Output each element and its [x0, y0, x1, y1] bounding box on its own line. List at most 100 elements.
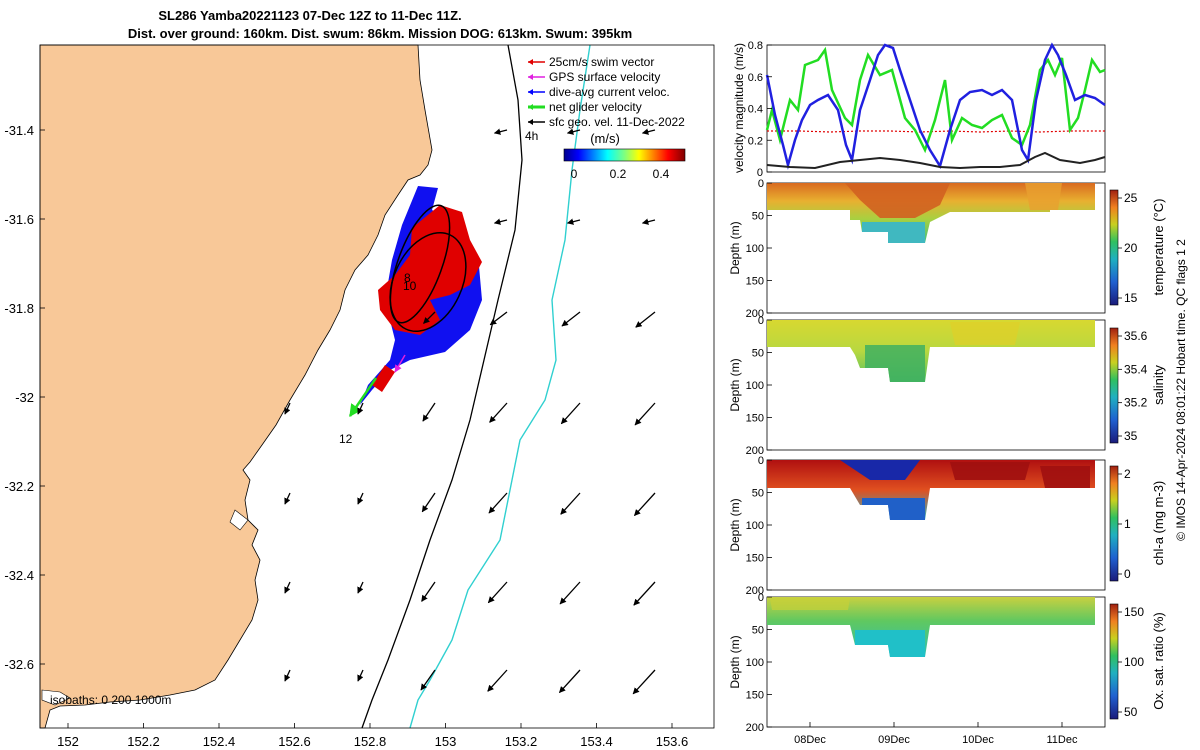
temperature-section — [766, 182, 1106, 314]
section-cbar-tick: 0 — [1124, 567, 1131, 581]
section-cbar-label: chl-a (mg m-3) — [1151, 481, 1166, 566]
section-cbar-tick: 35.2 — [1124, 396, 1148, 410]
time-tick: 10Dec — [962, 734, 994, 746]
map-axes: 152 152.2 152.4 152.6 152.8 153 153.2 153.4 153.… — [4, 123, 688, 749]
depth-tick: 200 — [746, 585, 764, 597]
section-cbar-tick: 15 — [1124, 291, 1138, 305]
depth-tick: 150 — [746, 413, 764, 425]
track-label: 4h — [525, 129, 538, 143]
chla-colorbar — [1109, 465, 1119, 582]
black-geostrophic-series — [766, 151, 1106, 170]
map-lon-tick: 152.6 — [278, 734, 311, 749]
legend-entry: 25cm/s swim vector — [549, 55, 654, 69]
depth-tick: 150 — [746, 553, 764, 565]
figure-title-line2: Dist. over ground: 160km. Dist. swum: 86… — [127, 26, 633, 41]
section-cbar-label: salinity — [1151, 365, 1166, 405]
isobaths-label: isobaths: 0 200 1000m — [50, 693, 171, 707]
depth-tick: 200 — [746, 445, 764, 457]
depth-tick: 0 — [758, 455, 764, 467]
depth-tick: 0 — [758, 178, 764, 190]
oxygen-colorbar — [1109, 603, 1119, 720]
section-cbar-tick: 100 — [1124, 655, 1144, 669]
legend-entry: GPS surface velocity — [549, 70, 660, 84]
colorbar-tick: 0.2 — [610, 167, 627, 181]
depth-tick: 150 — [746, 690, 764, 702]
depth-tick: 50 — [752, 625, 764, 637]
section-cbar-tick: 35 — [1124, 429, 1138, 443]
figure-title-line1: SL286 Yamba20221123 07-Dec 12Z to 11-Dec… — [158, 8, 462, 23]
section-cbar-tick: 35.4 — [1124, 362, 1148, 376]
depth-tick: 150 — [746, 276, 764, 288]
map-lat-tick: -32 — [15, 390, 34, 405]
depth-tick: 200 — [746, 722, 764, 734]
section-cbar-tick: 25 — [1124, 191, 1138, 205]
glider-track-loop — [389, 231, 467, 333]
map-estuary — [229, 509, 249, 531]
depth-tick: 100 — [746, 243, 764, 255]
depth-tick: 0 — [758, 592, 764, 604]
current-front-line — [409, 44, 591, 729]
salinity-section — [766, 319, 1106, 451]
section-cbar-tick: 50 — [1124, 705, 1138, 719]
time-tick: 11Dec — [1047, 734, 1078, 746]
section-cbar-label: Ox. sat. ratio (%) — [1151, 612, 1166, 710]
map-lat-tick: -32.2 — [4, 479, 34, 494]
colorbar-gradient — [563, 148, 686, 162]
map-lat-tick: -31.8 — [4, 301, 34, 316]
swim-vector-cloud — [372, 365, 395, 392]
salinity-colorbar — [1109, 327, 1119, 444]
map-lon-tick: 153.2 — [505, 734, 538, 749]
isobath-1000m — [361, 44, 523, 729]
legend-entry: net glider velocity — [549, 100, 642, 114]
map-lat-tick: -31.4 — [4, 123, 34, 138]
velocity-ytick: 0 — [757, 167, 763, 179]
map-colorbar: (m/s) 0 0.2 0.4 — [563, 131, 686, 181]
colorbar-tick: 0 — [571, 167, 578, 181]
depth-tick: 200 — [746, 308, 764, 320]
map-lon-tick: 153.6 — [656, 734, 689, 749]
track-label: 10 — [403, 279, 417, 293]
depth-tick: 50 — [752, 488, 764, 500]
velocity-ylabel: velocity magnitude (m/s) — [732, 43, 746, 173]
gps-surface-velocity-arrow — [394, 354, 406, 373]
section-cbar-tick: 20 — [1124, 241, 1138, 255]
green-net-velocity-series — [765, 46, 1106, 154]
depth-tick: 100 — [746, 657, 764, 669]
track-label: 8 — [404, 271, 411, 285]
depth-tick: 100 — [746, 380, 764, 392]
section-ylabel: Depth (m) — [728, 635, 742, 688]
map-lon-tick: 152.4 — [203, 734, 236, 749]
footer-credit: © IMOS 14-Apr-2024 08:01:22 Hobart time.… — [1174, 239, 1188, 541]
blue-current-series — [765, 42, 1106, 170]
time-tick: 09Dec — [878, 734, 910, 746]
velocity-ytick: 0.8 — [748, 40, 763, 52]
section-cbar-tick: 35.6 — [1124, 329, 1148, 343]
map-estuary — [41, 689, 71, 706]
section-cbar-label: temperature (°C) — [1151, 199, 1166, 296]
map-lat-tick: -32.6 — [4, 657, 34, 672]
velocity-ytick: 0.4 — [748, 104, 763, 116]
section-cbar-tick: 2 — [1124, 467, 1131, 481]
temperature-colorbar — [1109, 189, 1119, 306]
geostrophic-velocity-field — [284, 128, 656, 695]
velocity-ytick: 0.6 — [748, 72, 763, 84]
map-land — [39, 44, 433, 729]
net-glider-velocity-arrow — [348, 377, 378, 418]
map-lat-tick: -32.4 — [4, 568, 34, 583]
legend-entry: sfc geo. vel. 11-Dec-2022 — [549, 115, 685, 129]
chla-section — [766, 459, 1106, 591]
section-ylabel: Depth (m) — [728, 221, 742, 274]
legend-entry: dive-avg current veloc. — [549, 85, 670, 99]
depth-tick: 0 — [758, 315, 764, 327]
map-lon-tick: 153.4 — [580, 734, 613, 749]
velocity-ytick: 0.2 — [748, 135, 763, 147]
velocity-axes-frame — [766, 44, 1106, 173]
swim-vector-cloud — [378, 205, 482, 335]
map-frame — [39, 44, 715, 729]
map-lon-tick: 152.8 — [354, 734, 387, 749]
depth-tick: 50 — [752, 211, 764, 223]
